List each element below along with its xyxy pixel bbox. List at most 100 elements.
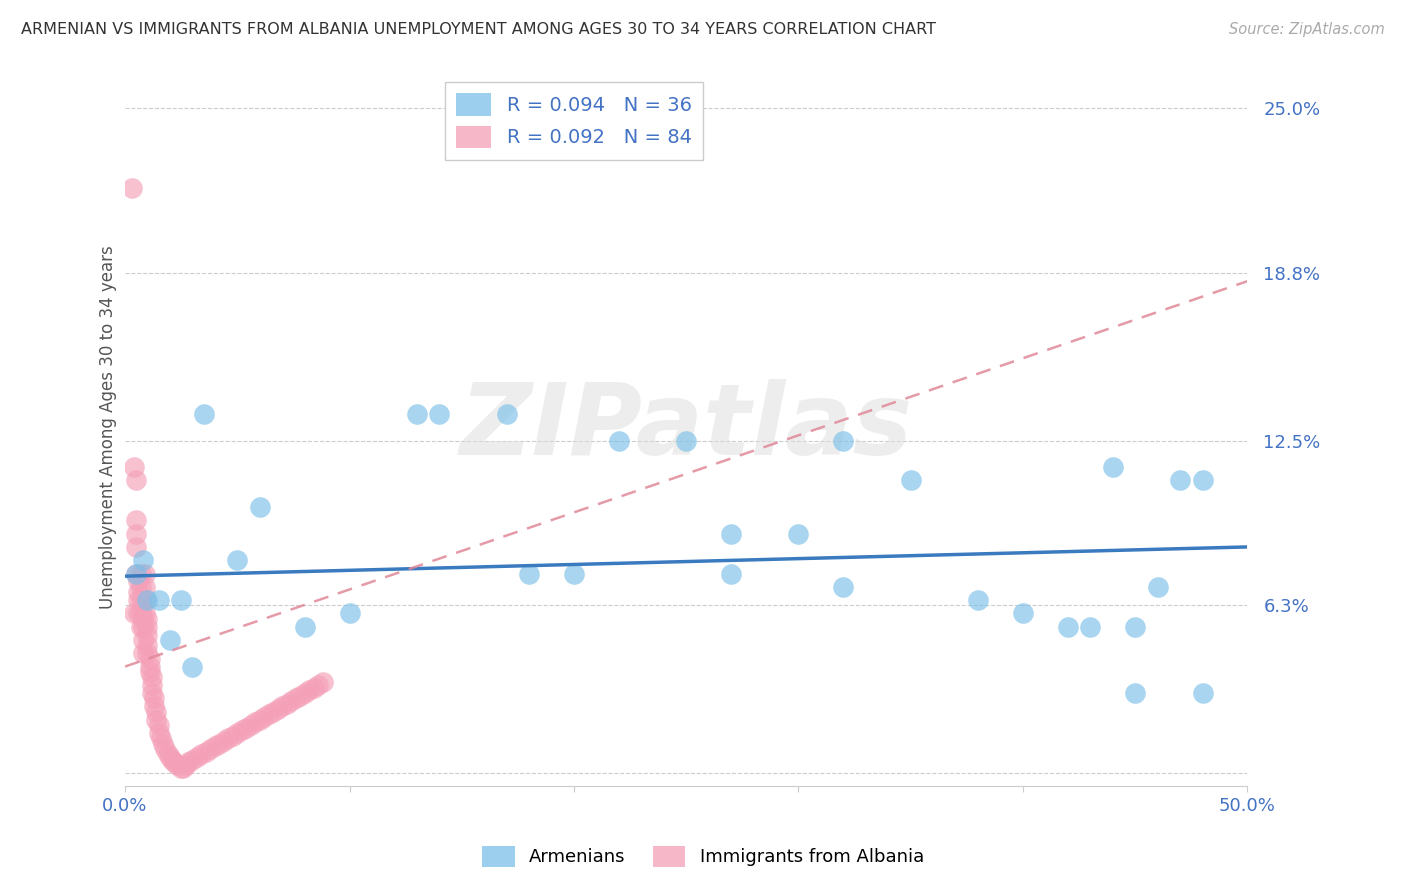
Point <box>1191 686 1213 700</box>
Point <box>136 627 159 641</box>
Point <box>125 540 148 554</box>
Point <box>134 566 156 581</box>
Point <box>832 580 855 594</box>
Point <box>128 593 150 607</box>
Point <box>181 753 204 767</box>
Point <box>136 620 159 634</box>
Text: ZIPatlas: ZIPatlas <box>460 379 912 475</box>
Point <box>134 580 156 594</box>
Point <box>239 718 262 732</box>
Point <box>148 726 170 740</box>
Point <box>159 750 181 764</box>
Point <box>132 553 155 567</box>
Point <box>156 747 179 762</box>
Text: Source: ZipAtlas.com: Source: ZipAtlas.com <box>1229 22 1385 37</box>
Point <box>170 593 193 607</box>
Point <box>675 434 697 448</box>
Point <box>138 665 160 679</box>
Point <box>125 566 148 581</box>
Point <box>720 566 742 581</box>
Point <box>160 753 183 767</box>
Point <box>129 620 152 634</box>
Point <box>129 580 152 594</box>
Point <box>271 699 294 714</box>
Point <box>217 731 239 746</box>
Point <box>1191 474 1213 488</box>
Point <box>226 726 249 740</box>
Point <box>136 638 159 652</box>
Point <box>1101 460 1123 475</box>
Legend: R = 0.094   N = 36, R = 0.092   N = 84: R = 0.094 N = 36, R = 0.092 N = 84 <box>444 82 703 160</box>
Point <box>787 526 810 541</box>
Point <box>149 731 172 746</box>
Legend: Armenians, Immigrants from Albania: Armenians, Immigrants from Albania <box>475 838 931 874</box>
Point <box>235 721 257 735</box>
Point <box>253 710 276 724</box>
Point <box>288 689 311 703</box>
Point <box>900 474 922 488</box>
Point <box>134 593 156 607</box>
Point <box>125 513 148 527</box>
Point <box>172 760 194 774</box>
Point <box>148 593 170 607</box>
Point <box>148 718 170 732</box>
Point <box>405 407 427 421</box>
Point <box>143 699 166 714</box>
Point <box>170 760 193 774</box>
Point <box>280 694 302 708</box>
Point <box>136 612 159 626</box>
Point <box>302 681 325 695</box>
Point <box>141 686 163 700</box>
Point <box>307 678 329 692</box>
Point <box>266 702 288 716</box>
Point <box>204 739 226 754</box>
Point <box>155 742 177 756</box>
Point <box>249 500 271 514</box>
Point <box>163 756 186 770</box>
Point <box>200 742 222 756</box>
Point <box>294 686 316 700</box>
Point <box>339 607 361 621</box>
Point <box>166 757 188 772</box>
Point <box>177 756 200 770</box>
Point <box>276 697 298 711</box>
Point <box>145 705 167 719</box>
Point <box>231 723 253 738</box>
Point <box>125 526 148 541</box>
Point <box>190 747 212 762</box>
Point <box>311 675 333 690</box>
Point <box>141 670 163 684</box>
Point <box>128 574 150 589</box>
Point <box>212 734 235 748</box>
Point <box>129 566 152 581</box>
Point <box>129 607 152 621</box>
Point <box>143 691 166 706</box>
Point <box>1168 474 1191 488</box>
Point <box>152 737 174 751</box>
Point <box>132 620 155 634</box>
Point <box>222 729 245 743</box>
Point <box>257 707 280 722</box>
Point <box>134 607 156 621</box>
Point <box>245 715 267 730</box>
Point <box>159 632 181 647</box>
Point <box>145 713 167 727</box>
Point <box>125 474 148 488</box>
Point <box>136 646 159 660</box>
Point <box>132 632 155 647</box>
Point <box>284 691 307 706</box>
Point <box>194 745 217 759</box>
Point <box>129 593 152 607</box>
Point <box>122 460 145 475</box>
Point <box>427 407 450 421</box>
Point <box>132 646 155 660</box>
Point <box>1012 607 1035 621</box>
Point <box>132 612 155 626</box>
Point <box>607 434 630 448</box>
Point <box>249 713 271 727</box>
Point <box>193 407 215 421</box>
Point <box>125 566 148 581</box>
Point <box>122 607 145 621</box>
Text: ARMENIAN VS IMMIGRANTS FROM ALBANIA UNEMPLOYMENT AMONG AGES 30 TO 34 YEARS CORRE: ARMENIAN VS IMMIGRANTS FROM ALBANIA UNEM… <box>21 22 936 37</box>
Point <box>138 659 160 673</box>
